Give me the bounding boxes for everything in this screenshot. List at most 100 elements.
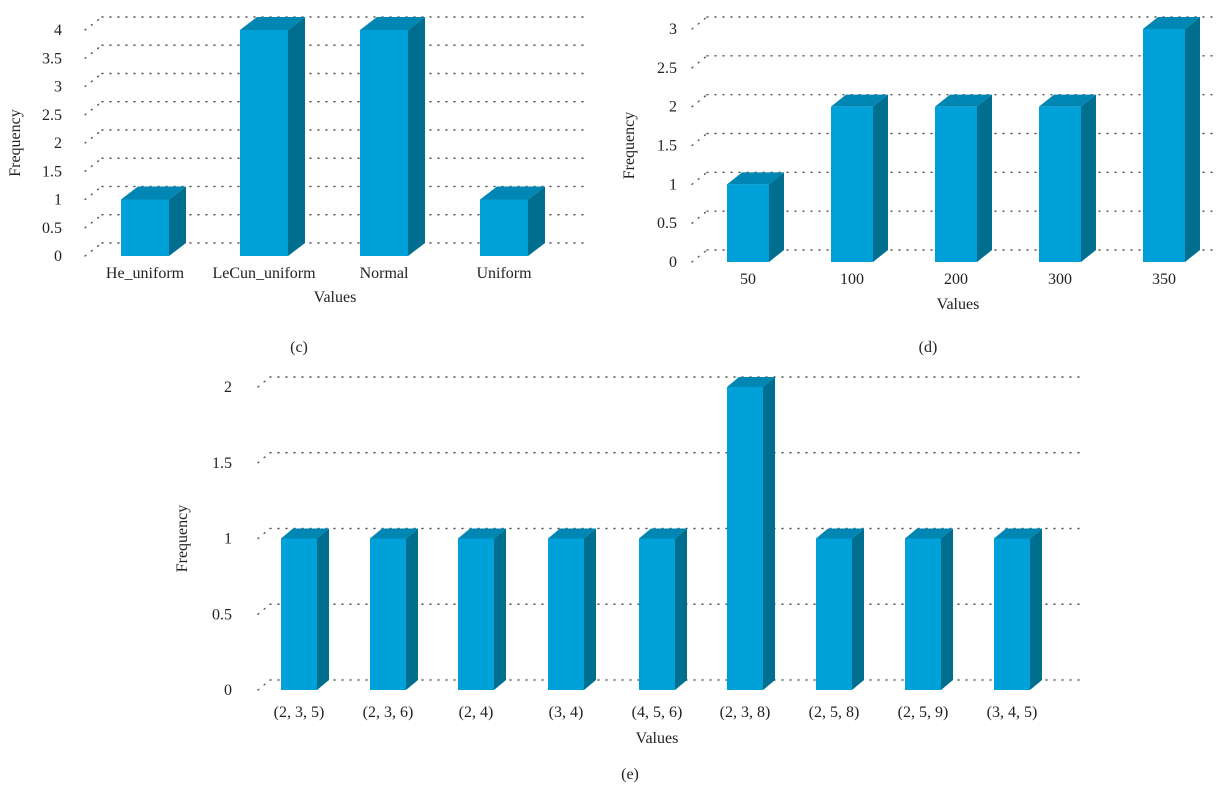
bar-top — [727, 377, 775, 387]
y-axis-label: Frequency — [621, 112, 638, 180]
y-tick-label: 0.5 — [212, 606, 232, 623]
gridline-depth — [257, 376, 271, 388]
x-tick-label: Normal — [360, 265, 409, 282]
y-tick-label: 2.5 — [42, 107, 62, 124]
bar — [639, 528, 687, 690]
x-tick-label: 100 — [840, 271, 864, 288]
y-tick-label: 0 — [669, 254, 677, 271]
bar-top — [121, 186, 186, 200]
gridline-depth — [257, 527, 271, 540]
bar-top — [994, 528, 1042, 539]
bar-front — [727, 387, 763, 690]
x-tick-label: 300 — [1048, 271, 1072, 288]
bar-front — [240, 30, 288, 256]
caption-c: (c) — [290, 339, 308, 356]
x-tick-label: (2, 3, 8) — [720, 704, 771, 721]
x-tick-label: (2, 3, 5) — [274, 704, 325, 721]
bar — [1039, 94, 1096, 263]
bar-side — [977, 94, 992, 263]
bar-front — [121, 199, 169, 256]
bar-top — [370, 528, 418, 539]
x-axis-label: Values — [937, 296, 980, 313]
bar — [548, 528, 596, 690]
x-tick-label: 350 — [1152, 271, 1176, 288]
bar-front — [458, 538, 494, 690]
y-tick-label: 0.5 — [42, 220, 62, 237]
bar-top — [480, 186, 545, 200]
x-tick-label: LeCun_uniform — [212, 265, 316, 282]
bar — [831, 94, 888, 263]
x-tick-label: (4, 5, 6) — [632, 704, 683, 721]
x-tick-label: 200 — [944, 271, 968, 288]
bar — [370, 528, 418, 690]
bar-front — [480, 199, 528, 256]
x-tick-label: (3, 4, 5) — [987, 704, 1038, 721]
gridline-depth — [691, 55, 708, 69]
x-axis-label: Values — [636, 730, 679, 747]
y-tick-label: 3 — [54, 79, 62, 96]
bar-front — [831, 106, 873, 263]
y-tick-label: 2 — [224, 379, 232, 396]
bar-side — [769, 172, 784, 262]
bar-side — [675, 528, 687, 690]
bar-side — [288, 17, 305, 256]
bar-chart-d: 0 0.5 1 1.5 2 2.5 3 Frequency 50 100 200 300 350 Valu… — [621, 16, 1213, 313]
y-tick-label: 2 — [54, 135, 62, 152]
bar-top — [360, 17, 425, 30]
bar-front — [935, 106, 977, 263]
y-tick-label: 3 — [669, 21, 677, 38]
bar-front — [548, 538, 584, 690]
bar — [480, 186, 545, 256]
bar — [816, 528, 864, 690]
bar-front — [816, 538, 852, 690]
y-tick-label: 1 — [669, 176, 677, 193]
bar-front — [360, 30, 408, 256]
y-tick-label: 1.5 — [212, 455, 232, 472]
x-tick-label: (2, 4) — [459, 704, 494, 721]
bar-top — [905, 528, 953, 539]
bar-front — [905, 538, 941, 690]
bar-top — [727, 172, 784, 185]
y-tick-label: 1 — [224, 531, 232, 548]
bar — [905, 528, 953, 690]
bar — [458, 528, 506, 690]
bar-front — [639, 538, 675, 690]
bar-side — [873, 94, 888, 263]
y-tick-label: 1.5 — [42, 163, 62, 180]
gridline-depth — [257, 679, 271, 691]
x-tick-label: 50 — [740, 271, 756, 288]
bar-top — [1143, 17, 1200, 29]
bar — [360, 17, 425, 256]
bar-front — [727, 184, 769, 262]
y-tick-label: 2.5 — [657, 60, 677, 77]
bar-top — [935, 94, 992, 107]
bar-side — [528, 186, 545, 256]
bar — [240, 17, 305, 256]
y-tick-label: 0.5 — [657, 215, 677, 232]
x-tick-label: Uniform — [476, 265, 532, 282]
bar-side — [763, 377, 775, 690]
gridline-depth — [691, 210, 708, 224]
gridline-depth — [691, 16, 708, 30]
bar-top — [816, 528, 864, 539]
bar-side — [1081, 94, 1096, 263]
bar-top — [1039, 94, 1096, 107]
bar-side — [852, 528, 864, 690]
bar-top — [281, 528, 329, 539]
y-tick-label: 0 — [224, 682, 232, 699]
caption-e: (e) — [621, 766, 639, 783]
y-tick-label: 3.5 — [42, 50, 62, 67]
bar-top — [240, 17, 305, 30]
x-tick-label: (2, 5, 9) — [898, 704, 949, 721]
gridline-depth — [691, 249, 708, 263]
bar-top — [458, 528, 506, 539]
y-axis-label: Frequency — [174, 505, 191, 573]
y-tick-label: 0 — [54, 248, 62, 265]
bar-front — [1143, 29, 1185, 262]
bar-top — [831, 94, 888, 107]
bar-front — [281, 538, 317, 690]
bar — [281, 528, 329, 690]
x-tick-label: (3, 4) — [549, 704, 584, 721]
y-tick-label: 2 — [669, 99, 677, 116]
x-tick-label: He_uniform — [106, 265, 185, 282]
